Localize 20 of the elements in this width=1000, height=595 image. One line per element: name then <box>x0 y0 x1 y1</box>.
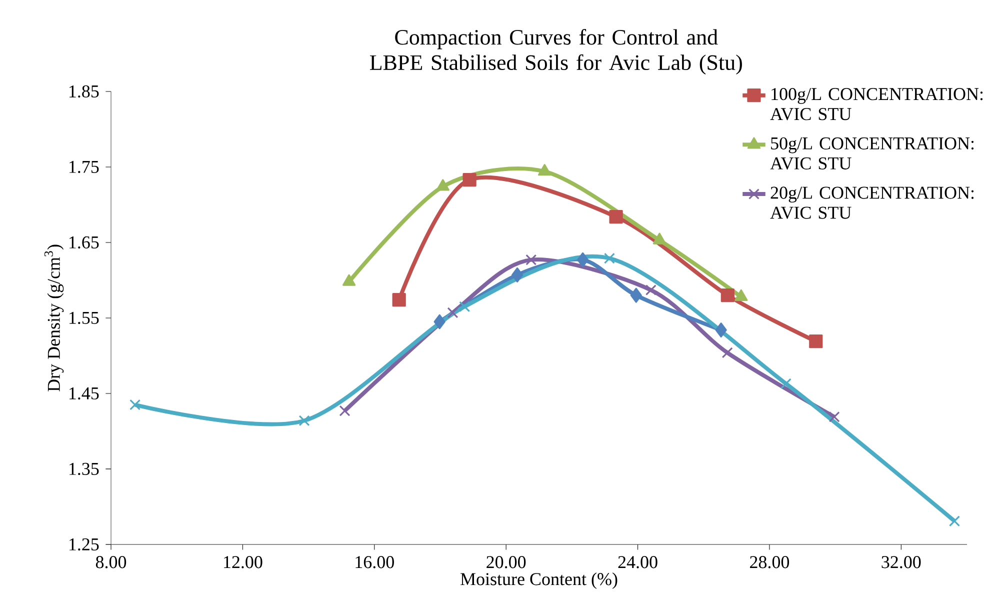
x-tick-label: 8.00 <box>96 556 126 568</box>
y-tick-label: 1.45 <box>70 387 99 400</box>
y-tick-label: 1.35 <box>70 462 99 476</box>
x-tick-label: 28.00 <box>750 556 790 568</box>
y-tick-label: 1.55 <box>70 312 99 324</box>
legend-label: 50g/L CONCENTRATION: AVIC STU <box>770 137 974 170</box>
x-tick-label: 32.00 <box>882 556 921 568</box>
chart-title: Compaction Curves for Control and LBPE Stabilised Soils for Avic Lab (Stu) <box>370 29 742 75</box>
x-tick-label: 20.00 <box>486 556 526 568</box>
y-tick-label: 1.85 <box>70 85 99 98</box>
y-tick-label: 1.65 <box>70 236 99 249</box>
y-tick-label: 1.75 <box>70 160 99 174</box>
legend-label: 100g/L CONCENTRATION: AVIC STU <box>770 88 983 120</box>
legend-label: 20g/L CONCENTRATION: AVIC STU <box>770 186 974 219</box>
x-tick-label: 16.00 <box>356 556 394 568</box>
x-tick-label: 12.00 <box>224 556 262 568</box>
x-axis-title: Moisture Content (%) <box>460 572 618 589</box>
y-tick-label: 1.25 <box>70 538 99 551</box>
y-axis-title: Dry Density (g/cm$^{3}$) <box>44 244 64 392</box>
x-tick-label: 24.00 <box>618 556 658 568</box>
